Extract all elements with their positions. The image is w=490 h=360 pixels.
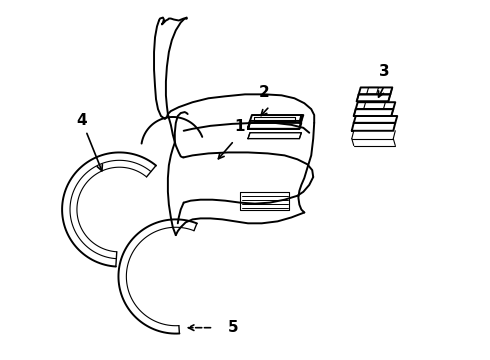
Text: 1: 1: [235, 119, 245, 134]
Text: 2: 2: [258, 85, 269, 100]
Text: 4: 4: [76, 113, 87, 129]
Text: 3: 3: [379, 64, 390, 79]
Text: 5: 5: [228, 320, 239, 335]
